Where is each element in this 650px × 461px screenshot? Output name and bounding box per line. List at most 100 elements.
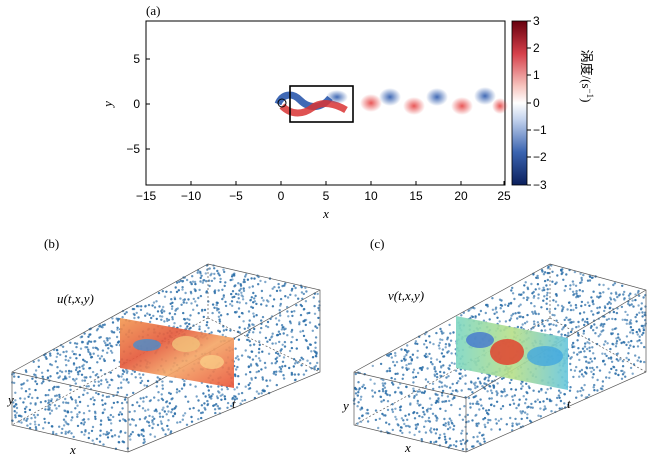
scatter-point bbox=[475, 413, 478, 417]
scatter-point bbox=[641, 311, 644, 314]
scatter-point bbox=[231, 273, 234, 276]
scatter-point bbox=[258, 343, 261, 347]
scatter-point bbox=[194, 385, 197, 388]
scatter-point bbox=[424, 378, 428, 381]
scatter-point bbox=[523, 284, 526, 287]
scatter-point bbox=[138, 404, 141, 408]
scatter-point bbox=[592, 352, 595, 355]
scatter-point bbox=[106, 339, 109, 342]
scatter-point bbox=[284, 364, 287, 368]
scatter-point bbox=[491, 297, 494, 300]
scatter-point bbox=[475, 402, 478, 405]
scatter-point bbox=[237, 307, 241, 310]
scatter-point bbox=[443, 435, 447, 438]
scatter-point bbox=[587, 361, 590, 364]
scatter-point bbox=[475, 424, 478, 427]
scatter-point bbox=[202, 392, 205, 395]
scatter-point bbox=[568, 301, 571, 304]
scatter-point bbox=[527, 385, 530, 388]
scatter-point bbox=[167, 410, 170, 413]
scatter-point bbox=[289, 293, 292, 296]
scatter-point bbox=[614, 327, 618, 330]
scatter-point bbox=[202, 279, 205, 282]
scatter-point bbox=[156, 376, 159, 379]
scatter-point bbox=[188, 407, 192, 410]
scatter-point bbox=[261, 350, 264, 353]
scatter-point bbox=[302, 334, 306, 338]
scatter-point bbox=[135, 305, 139, 308]
scatter-point bbox=[125, 401, 129, 404]
scatter-point bbox=[257, 351, 261, 354]
scatter-point bbox=[190, 415, 193, 419]
scatter-point bbox=[567, 331, 570, 335]
scatter-point bbox=[631, 372, 634, 375]
scatter-point bbox=[78, 366, 81, 369]
scatter-point bbox=[301, 358, 305, 361]
scatter-point bbox=[509, 416, 512, 420]
scatter-point bbox=[605, 354, 608, 358]
scatter-point bbox=[35, 428, 38, 431]
scatter-point bbox=[615, 358, 618, 361]
scatter-point bbox=[438, 433, 442, 437]
scatter-point bbox=[301, 329, 305, 333]
scatter-point bbox=[196, 271, 199, 274]
scatter-point bbox=[185, 278, 189, 282]
scatter-point bbox=[76, 424, 80, 428]
scatter-point bbox=[512, 312, 515, 316]
scatter-point bbox=[636, 359, 639, 362]
scatter-point bbox=[492, 384, 495, 387]
scatter-point bbox=[620, 377, 624, 380]
scatter-point bbox=[479, 398, 482, 401]
scatter-point bbox=[197, 296, 200, 300]
scatter-point bbox=[61, 345, 65, 348]
scatter-point bbox=[555, 324, 558, 327]
scatter-point bbox=[488, 397, 491, 400]
scatter-point bbox=[525, 398, 528, 401]
scatter-point bbox=[572, 375, 575, 379]
scatter-point bbox=[426, 367, 429, 370]
scatter-point bbox=[65, 401, 68, 404]
scatter-point bbox=[455, 381, 459, 385]
scatter-point bbox=[435, 399, 438, 402]
scatter-point bbox=[610, 367, 613, 371]
scatter-point bbox=[423, 413, 426, 416]
scatter-point bbox=[226, 406, 229, 409]
scatter-point bbox=[356, 394, 359, 397]
scatter-point bbox=[411, 371, 415, 374]
scatter-point bbox=[566, 403, 570, 406]
scatter-point bbox=[94, 346, 97, 349]
scatter-point bbox=[636, 333, 639, 336]
scatter-point bbox=[244, 273, 248, 276]
scatter-point bbox=[460, 314, 463, 317]
scatter-point bbox=[483, 378, 486, 381]
scatter-point bbox=[540, 269, 544, 272]
scatter-point bbox=[222, 329, 226, 332]
scatter-point bbox=[575, 292, 578, 295]
scatter-point bbox=[592, 302, 595, 306]
scatter-point bbox=[55, 355, 58, 359]
scatter-point bbox=[597, 335, 600, 338]
scatter-point bbox=[265, 379, 268, 382]
scatter-point bbox=[171, 316, 174, 319]
scatter-point bbox=[385, 421, 388, 424]
scatter-point bbox=[245, 302, 248, 305]
scatter-point bbox=[219, 280, 222, 284]
scatter-point bbox=[614, 318, 617, 321]
scatter-point bbox=[391, 408, 394, 411]
scatter-point bbox=[562, 278, 565, 281]
scatter-point bbox=[448, 417, 451, 420]
scatter-point bbox=[638, 335, 641, 338]
scatter-point bbox=[426, 380, 430, 384]
scatter-point bbox=[252, 331, 255, 334]
scatter-point bbox=[574, 303, 578, 307]
scatter-point bbox=[518, 315, 521, 318]
scatter-point bbox=[155, 317, 158, 321]
scatter-point bbox=[569, 368, 573, 372]
scatter-point bbox=[125, 378, 129, 381]
scatter-point bbox=[591, 276, 594, 279]
scatter-point bbox=[570, 356, 573, 359]
scatter-point bbox=[231, 397, 234, 401]
scatter-point bbox=[500, 417, 503, 421]
scatter-point bbox=[161, 380, 164, 383]
scatter-point bbox=[521, 323, 524, 326]
